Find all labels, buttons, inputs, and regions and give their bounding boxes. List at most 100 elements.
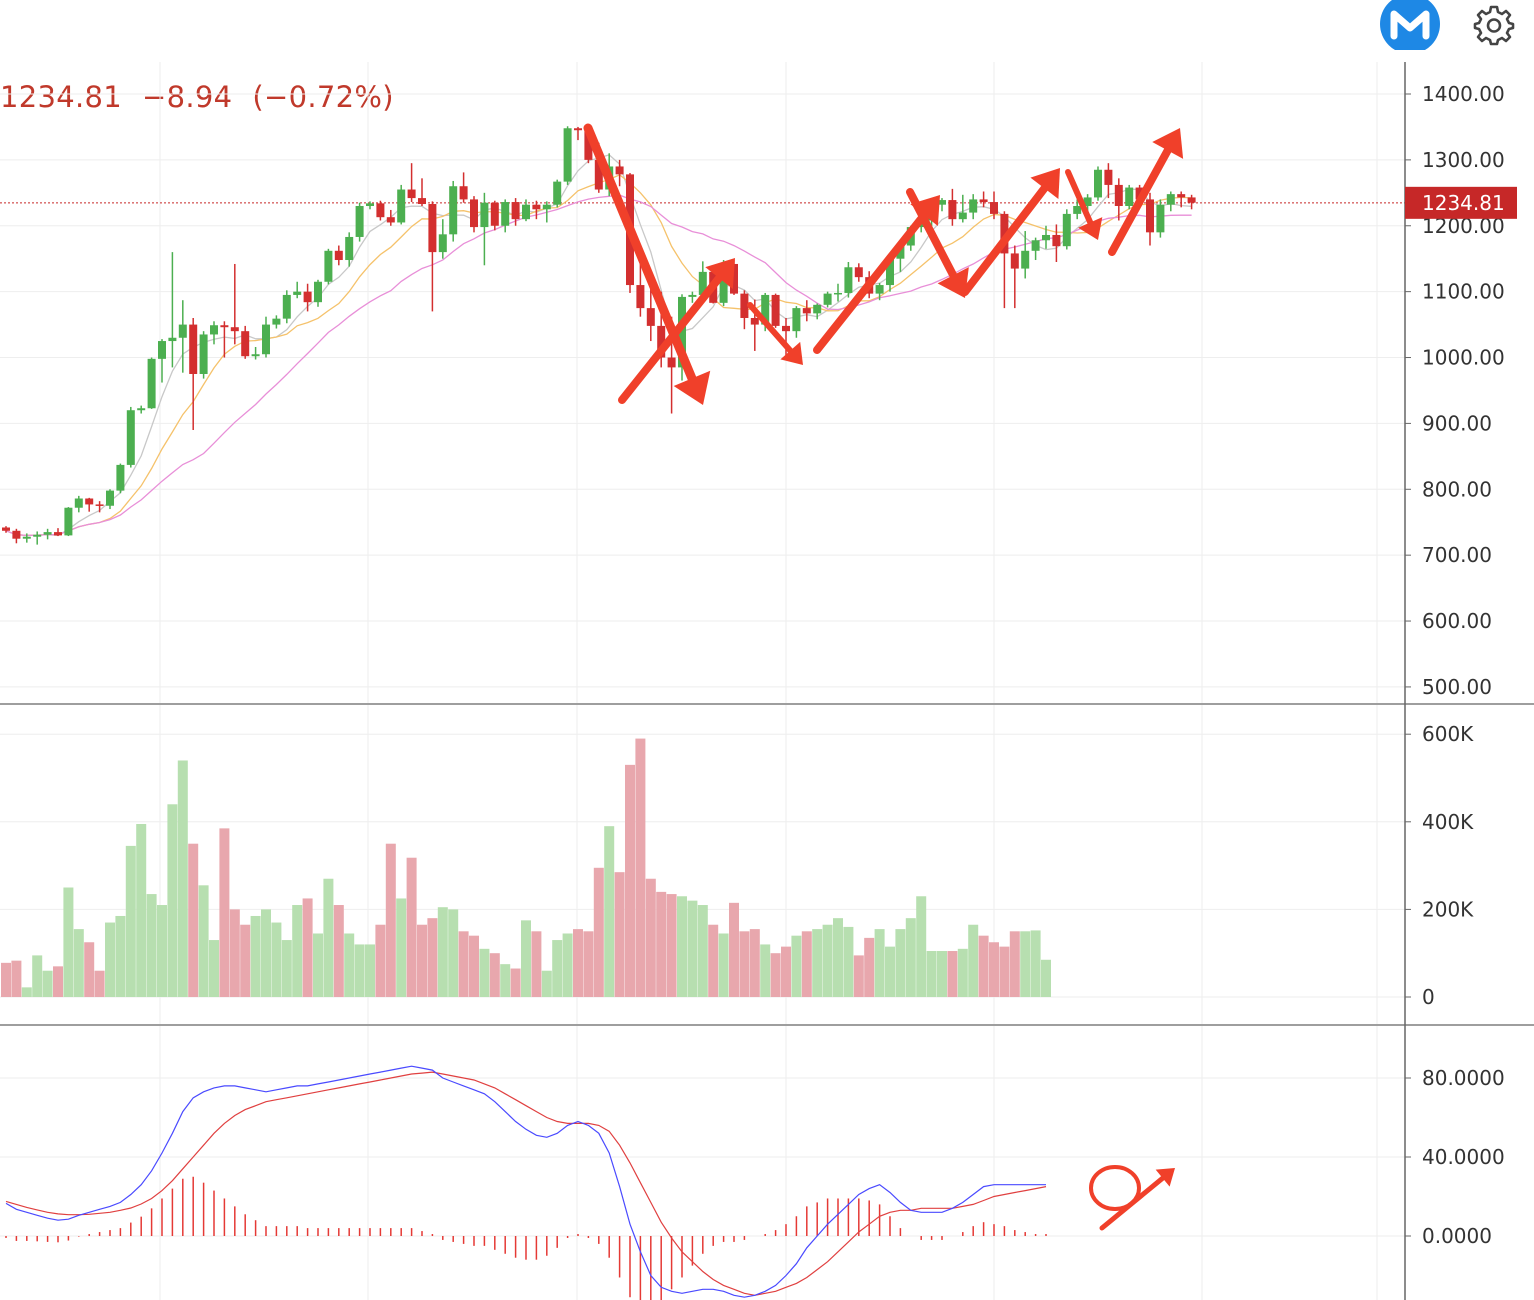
candle-body — [85, 498, 94, 505]
volume-bar — [240, 924, 251, 997]
annotation-arrow-head — [937, 267, 969, 298]
candle-body — [979, 199, 988, 203]
last-price-tag — [1405, 186, 1517, 219]
volume-bar — [729, 902, 739, 997]
volume-bar — [625, 764, 635, 997]
candle-body — [1156, 204, 1165, 233]
candle-body — [178, 324, 187, 338]
volume-bar — [94, 970, 105, 997]
volume-bar — [552, 940, 563, 997]
volume-bar — [250, 915, 261, 997]
candle-body — [210, 325, 218, 335]
candle-body — [1073, 205, 1082, 214]
candle-body — [376, 203, 385, 218]
candle-body — [324, 250, 333, 282]
candle-body — [428, 204, 437, 253]
volume-bar — [219, 828, 230, 997]
candle-body — [761, 294, 770, 325]
volume-bar — [614, 872, 625, 997]
volume-bar — [739, 931, 750, 997]
candle-body — [386, 217, 395, 223]
gear-icon[interactable] — [1473, 4, 1515, 46]
candle-body — [1166, 194, 1175, 205]
volume-series — [1, 738, 1051, 997]
candle-body — [646, 308, 655, 326]
volume-bar — [905, 918, 916, 997]
volume-bar — [292, 905, 303, 997]
candle-body — [106, 490, 114, 506]
annotation-circle — [1089, 1165, 1141, 1211]
annotation-arrow-shaft — [813, 211, 929, 354]
annotation-arrow-head — [780, 341, 803, 365]
m-logo-icon[interactable] — [1380, 0, 1440, 50]
candle-body — [844, 267, 853, 293]
candle-body — [199, 334, 208, 374]
candle-body — [813, 304, 822, 314]
candle-body — [418, 198, 426, 205]
volume-bar — [437, 907, 448, 997]
candle-body — [1125, 187, 1134, 206]
volume-bar — [188, 843, 199, 997]
candle-body — [823, 293, 832, 305]
volume-bar — [458, 931, 469, 997]
volume-bar — [365, 944, 375, 997]
volume-bar — [708, 924, 719, 997]
candle-body — [771, 294, 780, 326]
annotation-arrow-shaft — [1108, 146, 1172, 256]
volume-bar — [125, 845, 136, 997]
macd-axis-tick-label: 40.0000 — [1422, 1145, 1505, 1169]
candle-body — [241, 331, 250, 357]
moving-average-lines — [5, 154, 1192, 537]
price-axis-tick-label: 700.00 — [1422, 543, 1492, 567]
candle-body — [1177, 194, 1186, 198]
volume-bar — [479, 948, 490, 997]
macd-series — [5, 1065, 1047, 1300]
volume-bar — [895, 929, 906, 997]
volume-axis-tick-label: 600K — [1422, 722, 1474, 746]
volume-bar — [541, 970, 552, 997]
candlestick-series — [2, 126, 1196, 545]
candle-body — [282, 294, 291, 319]
volume-bar — [229, 909, 240, 997]
price-change-percent: (−0.72%) — [252, 80, 394, 114]
volume-bar — [1009, 931, 1020, 997]
volume-bar — [489, 953, 500, 997]
volume-bar — [63, 887, 74, 997]
volume-bar — [937, 951, 947, 997]
candle-body — [990, 202, 998, 214]
volume-bar — [604, 826, 615, 997]
candle-body — [43, 532, 52, 535]
volume-bar — [1020, 931, 1031, 997]
volume-bar — [770, 953, 781, 997]
volume-bar — [562, 933, 573, 997]
candle-body — [698, 271, 707, 295]
price-axis-tick-label: 1300.00 — [1422, 148, 1505, 172]
volume-bar — [406, 857, 417, 997]
candle-body — [563, 128, 572, 182]
candle-body — [511, 202, 520, 220]
price-axis-tick-label: 1400.00 — [1422, 82, 1505, 106]
price-axes: 1400.001300.001200.001100.001000.00900.0… — [0, 62, 1534, 1300]
candle-body — [688, 294, 697, 297]
volume-bar — [73, 929, 84, 997]
candle-body — [397, 189, 406, 223]
volume-bar — [333, 905, 344, 997]
volume-bar — [573, 929, 583, 997]
volume-bar — [500, 964, 511, 997]
volume-bar — [781, 946, 791, 997]
candle-body — [345, 236, 354, 261]
candle-body — [730, 263, 738, 294]
annotation-arrow-shaft — [961, 184, 1049, 296]
candle-body — [938, 200, 946, 205]
candle-body — [189, 324, 198, 374]
candle-body — [251, 354, 260, 357]
volume-bar — [687, 900, 698, 997]
volume-bar — [302, 898, 313, 997]
volume-bar — [42, 970, 53, 997]
candle-body — [1031, 240, 1040, 251]
annotation-arrows — [583, 123, 1184, 1231]
candle-body — [782, 325, 790, 332]
volume-bar — [1, 962, 11, 997]
volume-bar — [968, 924, 979, 997]
